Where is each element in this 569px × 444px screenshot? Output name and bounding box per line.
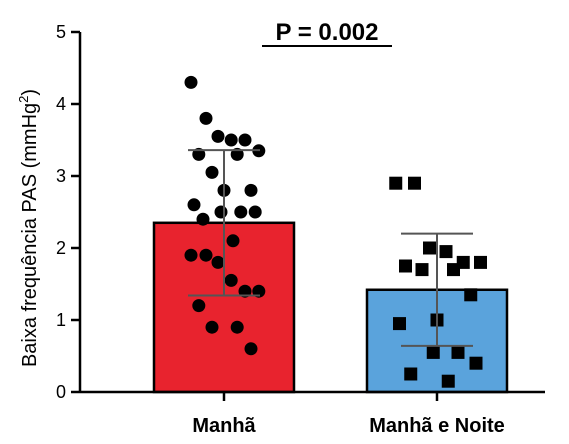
data-point-0-2 <box>211 129 225 143</box>
data-point-1-0 <box>389 176 403 190</box>
data-point-1-7 <box>447 263 460 277</box>
error-bars-layer <box>188 149 473 347</box>
data-point-0-1 <box>199 111 213 125</box>
data-point-0-20 <box>224 273 238 287</box>
data-point-0-19 <box>211 255 225 269</box>
y-tick-label-1: 1 <box>56 310 66 330</box>
y-tick-label-2: 2 <box>56 238 66 258</box>
data-point-0-26 <box>244 342 258 356</box>
data-point-0-3 <box>224 133 238 147</box>
data-point-1-2 <box>423 241 436 255</box>
data-point-0-12 <box>234 205 248 219</box>
data-point-0-21 <box>238 284 252 298</box>
y-tick-label-3: 3 <box>56 166 66 186</box>
data-point-0-15 <box>196 212 210 226</box>
data-point-0-24 <box>230 320 244 334</box>
data-point-1-11 <box>393 317 406 331</box>
data-point-0-9 <box>244 183 258 197</box>
data-point-1-14 <box>469 356 483 370</box>
y-tick-label-0: 0 <box>56 382 66 402</box>
data-point-1-13 <box>426 345 440 359</box>
bars-layer <box>152 221 509 394</box>
x-tick-label-0: Manhã <box>192 415 256 437</box>
data-point-0-6 <box>192 147 206 161</box>
data-point-1-1 <box>408 176 421 190</box>
y-axis-title: Baixa frequência PAS (mmHg2) <box>16 89 41 367</box>
data-point-1-16 <box>441 374 455 388</box>
data-point-1-15 <box>404 367 418 381</box>
data-point-0-8 <box>205 165 219 179</box>
data-point-0-11 <box>187 198 201 212</box>
y-axis: 0 1 2 3 4 5 <box>56 22 82 402</box>
data-point-0-16 <box>226 234 240 248</box>
data-point-1-12 <box>451 345 465 359</box>
data-point-0-25 <box>205 320 219 334</box>
y-axis-title-close: ) <box>19 89 41 96</box>
data-point-1-9 <box>464 288 478 302</box>
p-value-annotation: P = 0.002 <box>276 19 379 46</box>
data-point-1-5 <box>474 255 487 269</box>
data-point-1-8 <box>415 263 429 277</box>
data-point-0-18 <box>199 248 213 262</box>
data-point-0-7 <box>230 147 244 161</box>
x-tick-label-1: Manhã e Noite <box>369 415 505 437</box>
data-point-0-17 <box>184 248 198 262</box>
data-point-1-3 <box>439 245 453 259</box>
y-tick-label-5: 5 <box>56 22 66 42</box>
data-point-0-0 <box>184 75 198 89</box>
y-tick-label-4: 4 <box>56 94 66 114</box>
data-point-0-4 <box>238 133 252 147</box>
data-point-0-14 <box>248 205 262 219</box>
data-point-0-13 <box>214 205 228 219</box>
y-axis-title-sup: 2 <box>16 96 31 103</box>
data-point-1-6 <box>399 259 412 273</box>
data-point-0-22 <box>252 284 266 298</box>
y-axis-title-text: Baixa frequência PAS (mmHg <box>19 103 41 367</box>
data-point-0-23 <box>192 299 206 313</box>
x-axis: Manhã Manhã e Noite <box>80 390 545 437</box>
points-layer <box>184 75 487 388</box>
